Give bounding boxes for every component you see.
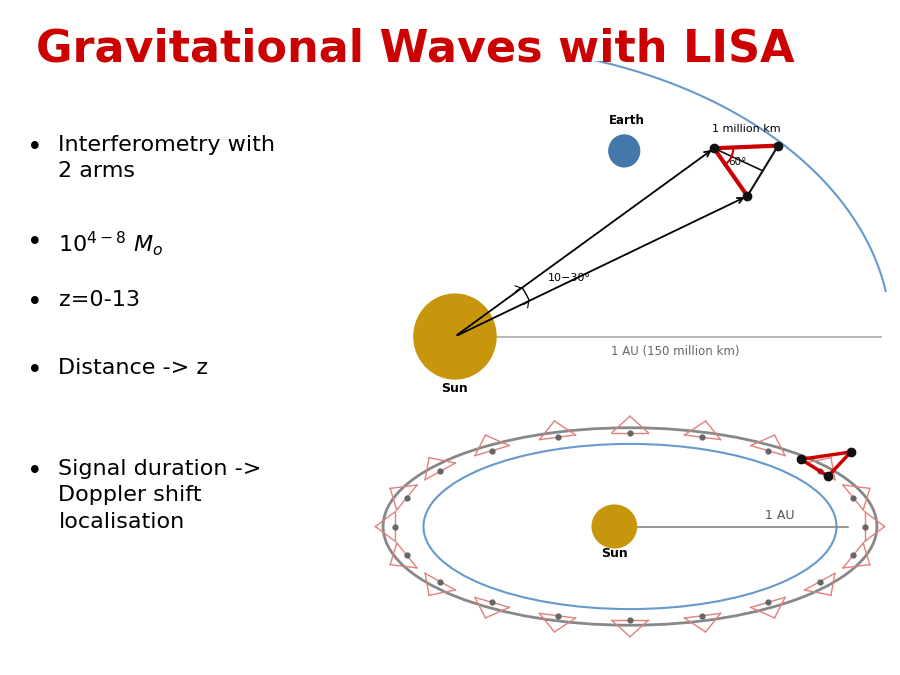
Text: 10−30°: 10−30° (548, 273, 591, 283)
Text: •: • (27, 459, 42, 485)
Text: Earth: Earth (609, 114, 644, 128)
Ellipse shape (592, 505, 636, 548)
Text: z=0-13: z=0-13 (58, 290, 140, 310)
Text: 1 AU: 1 AU (765, 509, 794, 522)
Text: Gravitational Waves with LISA: Gravitational Waves with LISA (36, 27, 795, 70)
Text: 1 AU (150 million km): 1 AU (150 million km) (611, 345, 740, 358)
Text: Sun: Sun (442, 382, 468, 396)
Text: Interferometry with
2 arms: Interferometry with 2 arms (58, 135, 275, 182)
Text: •: • (27, 290, 42, 317)
Text: 60°: 60° (728, 157, 747, 167)
Text: 1 million km: 1 million km (712, 124, 780, 134)
Text: $10^{4-8}$ $M_o$: $10^{4-8}$ $M_o$ (58, 230, 164, 259)
Text: Signal duration ->
Doppler shift
localisation: Signal duration -> Doppler shift localis… (58, 459, 262, 532)
Text: •: • (27, 358, 42, 384)
Text: •: • (27, 230, 42, 256)
Text: Distance -> z: Distance -> z (58, 358, 209, 378)
Text: •: • (27, 135, 42, 161)
Text: Sun: Sun (601, 547, 627, 560)
Circle shape (414, 294, 496, 379)
Circle shape (608, 135, 640, 167)
